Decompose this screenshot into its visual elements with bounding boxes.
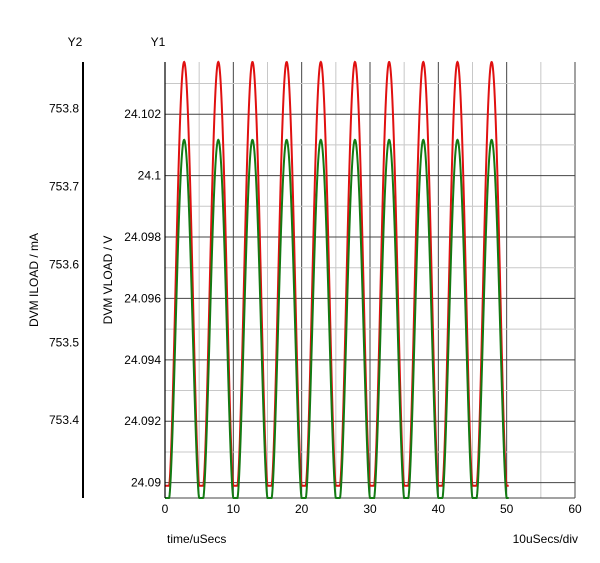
y1-axis-label: DVM VLOAD / V [101,236,115,325]
y2-tick-label: 753.5 [49,335,79,349]
x-scale-note: 10uSecs/div [513,532,578,546]
x-tick-label: 30 [363,502,377,516]
y1-tick-label: 24.09 [131,476,161,490]
y1-tick-label: 24.096 [124,291,161,305]
y1-axis-title: Y1 [151,35,166,49]
y2-tick-labels: 753.4 753.5 753.6 753.7 753.8 [49,102,79,427]
x-tick-labels: 0 10 20 30 40 50 60 [162,502,582,516]
x-tick-label: 40 [432,502,446,516]
y1-tick-labels: 24.09 24.092 24.094 24.096 24.098 24.1 24.102 [124,107,161,489]
y1-tick-label: 24.098 [124,230,161,244]
y1-tick-label: 24.102 [124,107,161,121]
y2-tick-label: 753.8 [49,102,79,116]
x-tick-label: 0 [162,502,169,516]
series-line-1 [165,60,509,487]
series-layer [165,60,509,499]
y1-tick-label: 24.1 [138,169,162,183]
y2-axis-title: Y2 [68,35,83,49]
series-line-2 [165,138,509,499]
x-tick-label: 60 [568,502,582,516]
y2-axis-label: DVM ILOAD / mA [27,233,41,327]
x-axis-label: time/uSecs [167,532,226,546]
x-tick-label: 50 [500,502,514,516]
y2-tick-label: 753.6 [49,257,79,271]
y2-tick-label: 753.4 [49,413,79,427]
x-tick-label: 20 [295,502,309,516]
x-tick-label: 10 [227,502,241,516]
y1-tick-label: 24.092 [124,414,161,428]
y1-tick-label: 24.094 [124,353,161,367]
y2-tick-label: 753.7 [49,180,79,194]
